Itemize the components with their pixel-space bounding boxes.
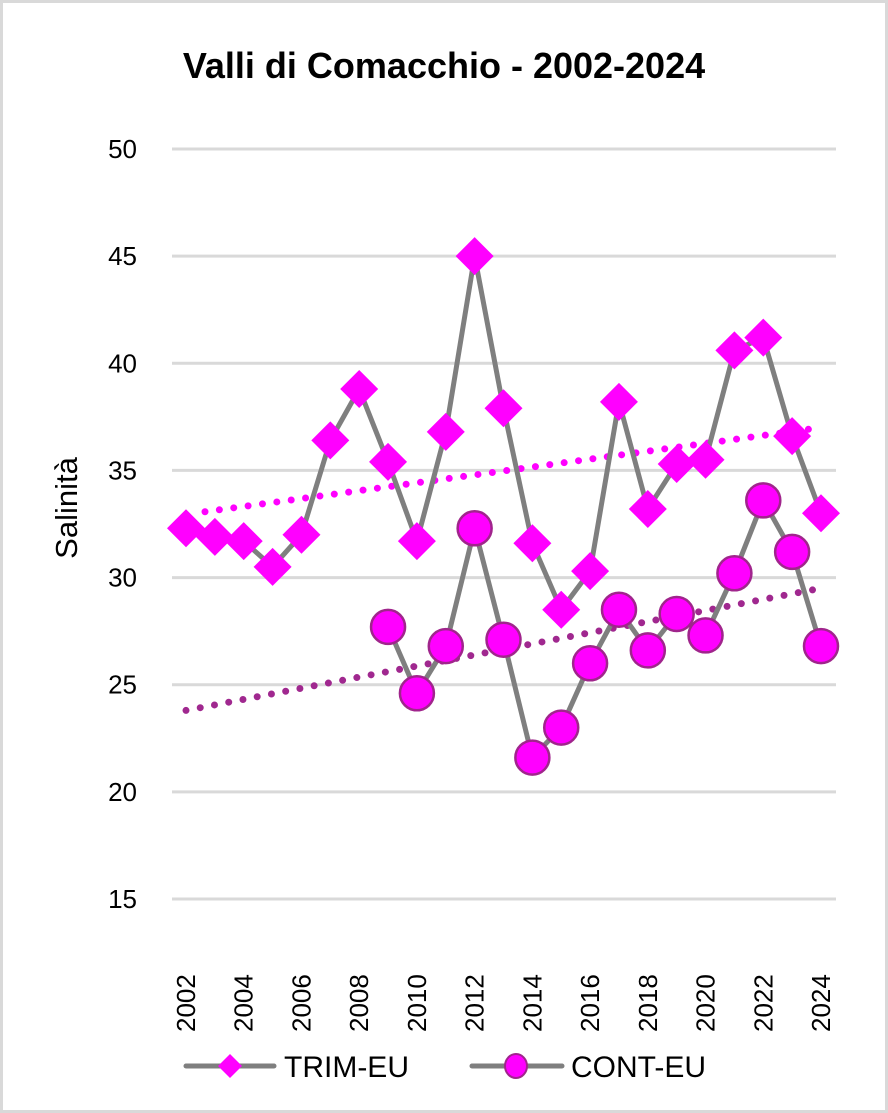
data-point-trim-eu xyxy=(802,494,840,533)
data-point-trim-eu xyxy=(744,318,783,357)
data-point-trim-eu xyxy=(397,522,436,561)
y-tick-label: 15 xyxy=(108,884,137,914)
y-axis-label: Salinità xyxy=(49,456,84,558)
x-tick-label: 2002 xyxy=(171,974,201,1032)
data-point-trim-eu xyxy=(340,370,379,408)
data-point-trim-eu xyxy=(455,237,494,276)
trendline-trim-eu xyxy=(201,424,825,516)
x-tick-label: 2006 xyxy=(286,974,316,1032)
data-point-cont-eu xyxy=(658,595,695,633)
x-tick-label: 2024 xyxy=(806,974,836,1032)
y-tick-label: 45 xyxy=(108,241,137,271)
series-markers xyxy=(167,237,840,776)
data-point-trim-eu xyxy=(513,524,552,563)
legend-diamond-icon xyxy=(218,1054,242,1078)
data-point-trim-eu xyxy=(253,547,292,586)
x-tick-label: 2022 xyxy=(748,974,778,1032)
x-tick-label: 2020 xyxy=(691,974,721,1032)
data-point-trim-eu xyxy=(224,522,263,561)
data-point-cont-eu xyxy=(571,645,609,682)
data-point-trim-eu xyxy=(657,445,696,483)
legend-item-cont-eu[interactable]: CONT-EU xyxy=(469,1051,706,1084)
data-point-cont-eu xyxy=(369,608,407,646)
series-lines xyxy=(185,253,824,761)
data-point-cont-eu xyxy=(398,675,436,712)
data-point-cont-eu xyxy=(629,632,667,669)
data-point-trim-eu xyxy=(571,552,610,591)
x-tick-label: 2016 xyxy=(575,974,605,1032)
data-point-cont-eu xyxy=(716,555,753,592)
x-tick-label: 2008 xyxy=(344,974,374,1032)
y-tick-label: 35 xyxy=(108,455,137,485)
legend-label-trim-eu: TRIM-EU xyxy=(284,1051,409,1084)
x-tick-label: 2012 xyxy=(460,974,490,1032)
data-point-trim-eu xyxy=(282,515,321,554)
x-tick-label: 2014 xyxy=(517,974,547,1032)
data-point-cont-eu xyxy=(456,510,493,547)
y-tick-label: 25 xyxy=(108,670,137,700)
data-point-cont-eu xyxy=(485,621,522,658)
trendlines xyxy=(182,424,825,714)
y-tick-label: 50 xyxy=(108,134,137,164)
data-point-trim-eu xyxy=(542,590,581,629)
chart-title: Valli di Comacchio - 2002-2024 xyxy=(183,45,705,86)
data-point-trim-eu xyxy=(195,517,234,556)
data-point-trim-eu xyxy=(715,331,754,370)
data-point-cont-eu xyxy=(427,627,465,665)
y-tick-label: 40 xyxy=(108,348,137,378)
data-point-trim-eu xyxy=(599,382,638,421)
data-point-trim-eu xyxy=(369,442,408,481)
data-point-cont-eu xyxy=(745,482,782,519)
x-tick-label: 2018 xyxy=(633,974,663,1032)
legend-item-trim-eu[interactable]: TRIM-EU xyxy=(183,1051,409,1084)
x-tick-label: 2010 xyxy=(402,974,432,1032)
x-axis-ticks: 2002 2004 2006 2008 2010 2012 2014 2016 2018 2020… xyxy=(171,974,836,1032)
data-point-cont-eu xyxy=(600,591,638,628)
data-point-trim-eu xyxy=(167,509,205,548)
y-tick-label: 30 xyxy=(108,563,137,593)
legend: TRIM-EU CONT-EU xyxy=(183,1051,706,1084)
legend-circle-icon xyxy=(504,1053,528,1079)
y-axis-ticks: 15 20 25 30 35 40 45 50 xyxy=(108,134,137,914)
data-point-trim-eu xyxy=(311,421,350,460)
data-point-trim-eu xyxy=(628,490,667,528)
gridlines xyxy=(172,147,836,901)
data-point-trim-eu xyxy=(426,412,465,451)
data-point-trim-eu xyxy=(686,440,725,479)
y-tick-label: 20 xyxy=(108,777,137,807)
data-point-cont-eu xyxy=(773,533,811,571)
series-line-cont-eu xyxy=(385,497,824,761)
data-point-cont-eu xyxy=(802,627,840,665)
data-point-cont-eu xyxy=(514,739,551,776)
data-point-cont-eu xyxy=(542,709,580,746)
data-point-trim-eu xyxy=(484,389,523,428)
legend-label-cont-eu: CONT-EU xyxy=(571,1051,706,1084)
trendline-cont-eu xyxy=(182,584,825,714)
x-tick-label: 2004 xyxy=(229,974,259,1032)
data-point-cont-eu xyxy=(687,617,724,654)
data-point-trim-eu xyxy=(773,417,812,456)
